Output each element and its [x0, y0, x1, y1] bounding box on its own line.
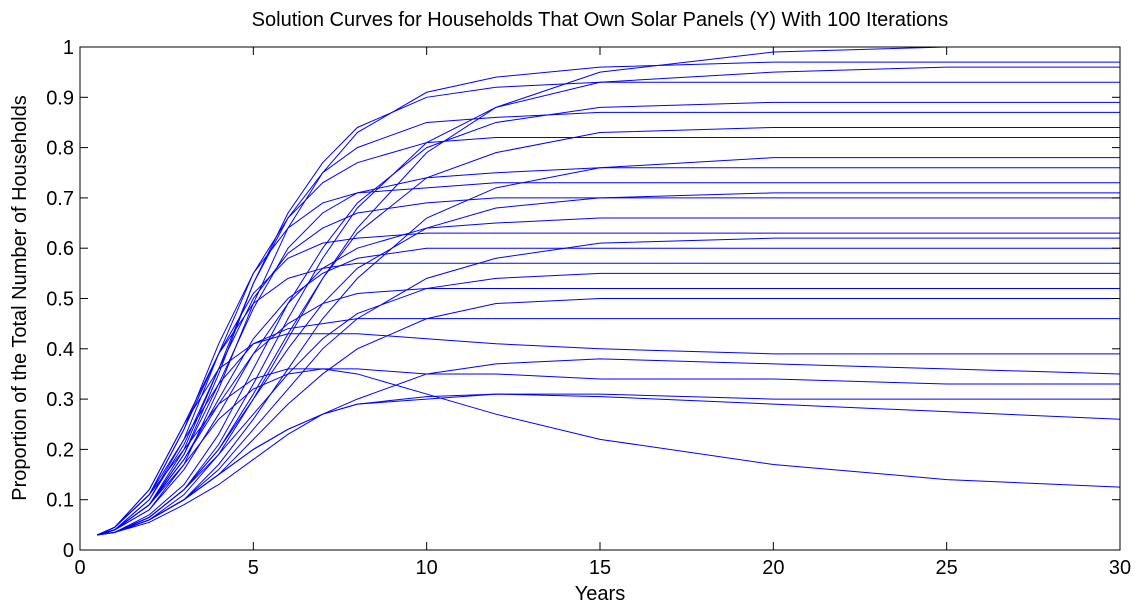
curve	[97, 232, 1120, 536]
x-tick-label: 0	[74, 557, 85, 579]
y-tick-label: 0.8	[46, 138, 74, 160]
y-tick-label: 0.6	[46, 238, 74, 260]
curve	[97, 272, 1120, 536]
y-tick-label: 0.2	[46, 439, 74, 461]
y-tick-label: 0.1	[46, 490, 74, 512]
chart-title: Solution Curves for Households That Own …	[252, 9, 949, 31]
y-tick-label: 0.4	[46, 339, 74, 361]
x-tick-label: 30	[1109, 557, 1131, 579]
curve	[97, 333, 1120, 536]
y-tick-label: 0.3	[46, 389, 74, 411]
y-tick-label: 0.5	[46, 289, 74, 311]
curve	[97, 111, 1120, 536]
x-tick-label: 10	[416, 557, 438, 579]
curve	[97, 318, 1120, 536]
y-tick-label: 0.9	[46, 87, 74, 109]
y-axis-label: Proportion of the Total Number of Househ…	[9, 95, 31, 500]
x-tick-label: 25	[936, 557, 958, 579]
curve	[97, 368, 1120, 536]
curve	[97, 197, 1120, 536]
y-tick-label: 1	[63, 37, 74, 59]
x-tick-label: 15	[589, 557, 611, 579]
x-tick-label: 20	[762, 557, 784, 579]
curve	[97, 393, 1120, 536]
y-tick-label: 0.7	[46, 188, 74, 210]
curve	[97, 287, 1120, 536]
curve	[97, 167, 1120, 536]
x-tick-label: 5	[248, 557, 259, 579]
y-tick-label: 0	[63, 540, 74, 562]
curve	[97, 101, 1120, 536]
x-axis-label: Years	[575, 583, 625, 605]
